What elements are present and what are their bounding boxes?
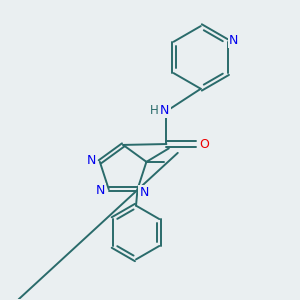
Text: N: N <box>229 34 238 47</box>
Text: N: N <box>87 154 96 167</box>
Text: N: N <box>140 186 149 199</box>
Text: N: N <box>160 104 170 117</box>
Text: O: O <box>200 137 210 151</box>
Text: H: H <box>149 104 158 117</box>
Text: N: N <box>96 184 105 197</box>
